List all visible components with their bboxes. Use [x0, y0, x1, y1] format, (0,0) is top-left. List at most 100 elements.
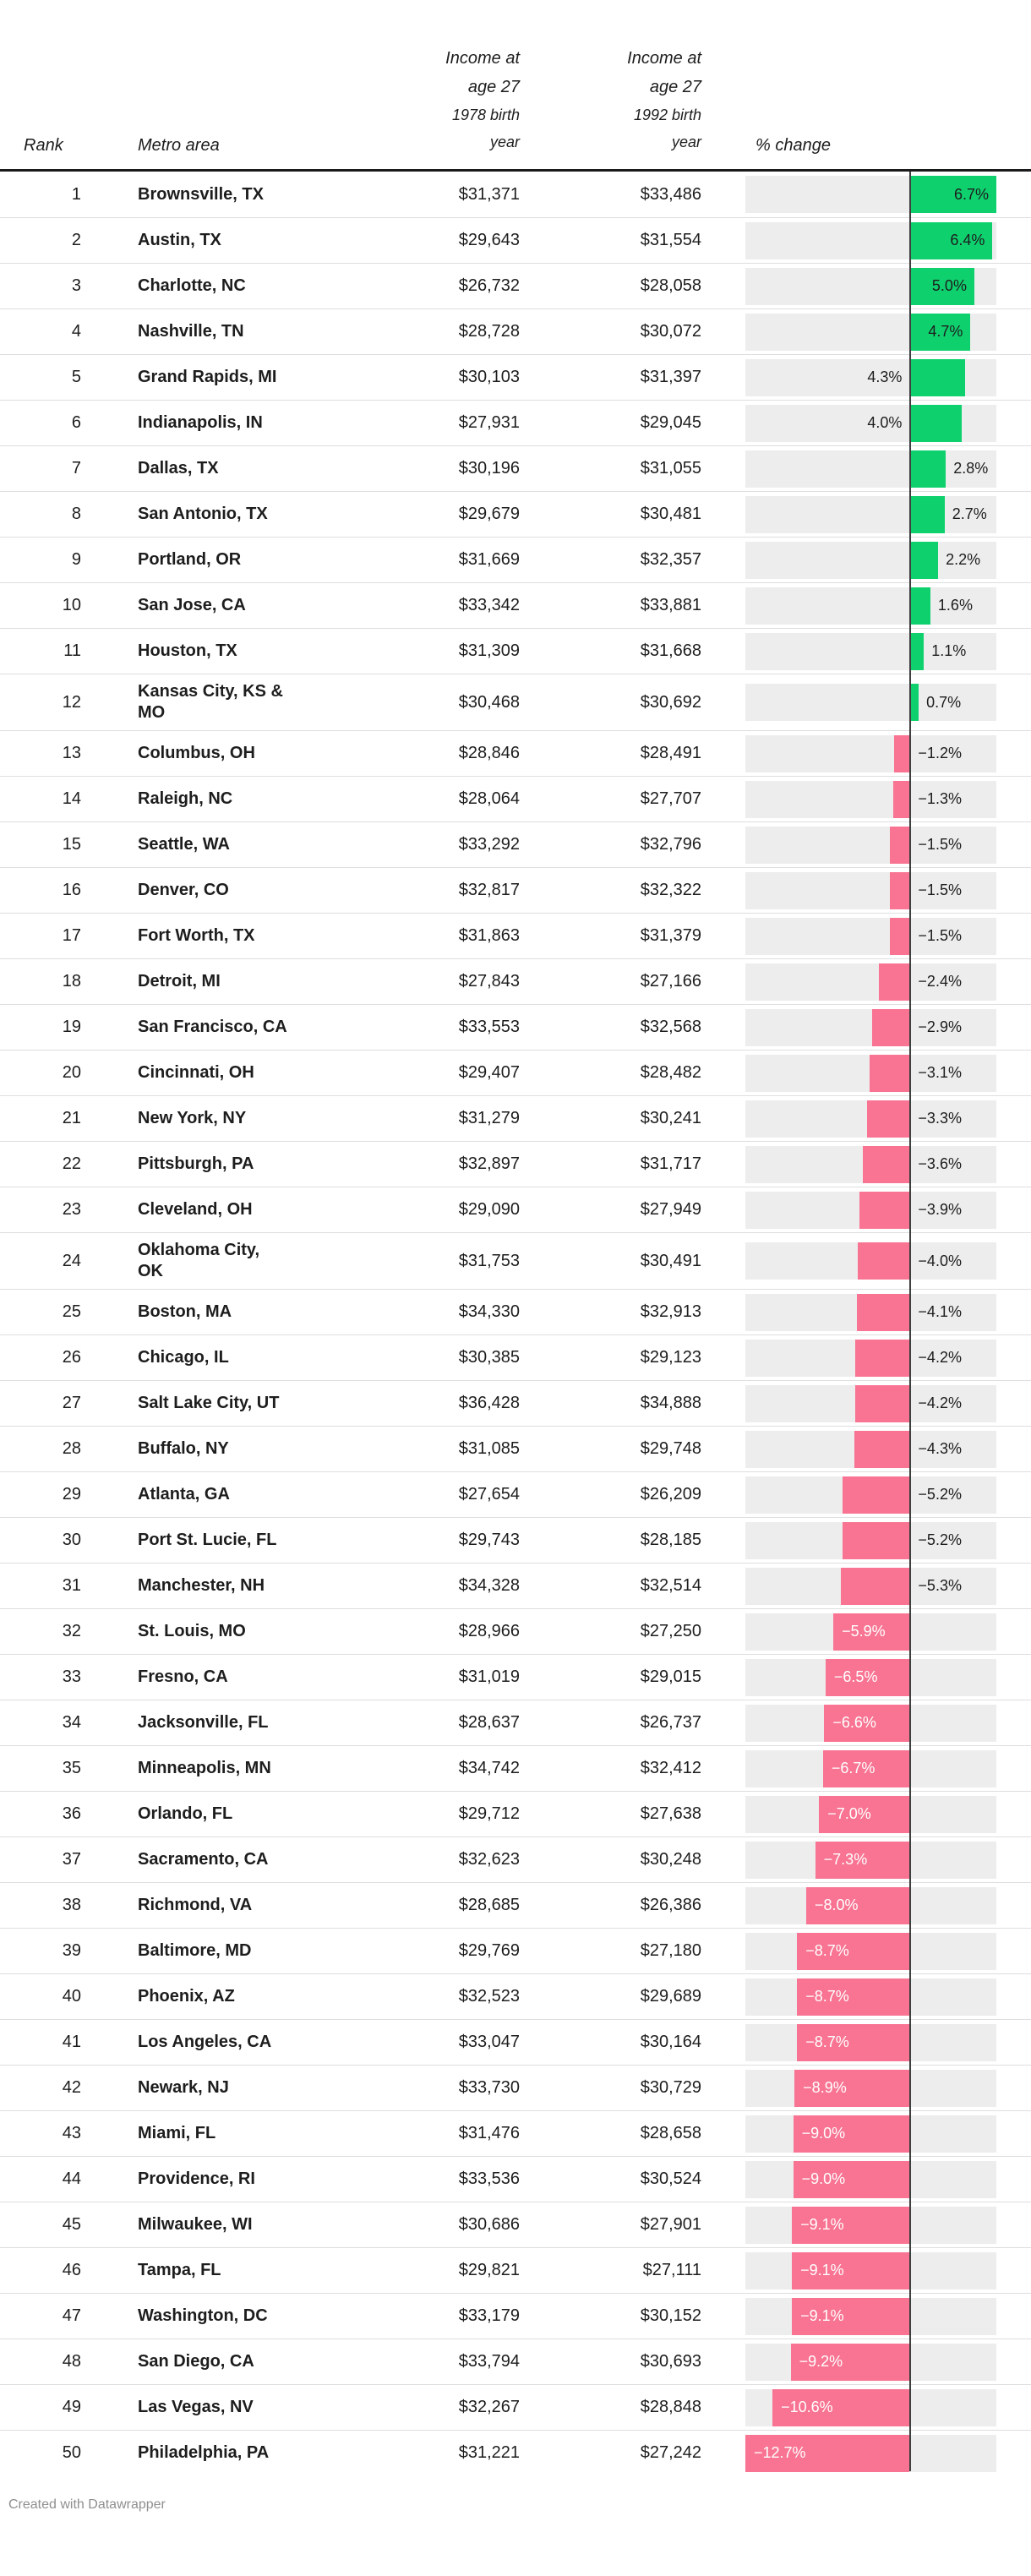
change-label: −3.1%	[918, 1064, 962, 1081]
change-bar-cell: −4.0%	[745, 1242, 996, 1280]
table-row: 16 Denver, CO $32,817 $32,322 −1.5%	[0, 867, 1031, 913]
change-label: −12.7%	[754, 2444, 806, 2461]
bar-track: −4.2%	[745, 1339, 996, 1377]
table-row: 41 Los Angeles, CA $33,047 $30,164 −8.7%	[0, 2019, 1031, 2065]
table-row: 31 Manchester, NH $34,328 $32,514 −5.3%	[0, 1563, 1031, 1608]
bar-track: −8.7%	[745, 2023, 996, 2061]
change-label: 5.0%	[931, 277, 967, 294]
rank-cell: 41	[62, 2033, 81, 2051]
rank-cell: 22	[62, 1154, 81, 1173]
table-row: 24 Oklahoma City, OK $31,753 $30,491 −4.…	[0, 1232, 1031, 1289]
metro-cell: Las Vegas, NV	[138, 2398, 254, 2416]
change-label: −1.5%	[918, 881, 962, 898]
income-1978-cell: $31,863	[458, 926, 520, 945]
change-bar	[909, 684, 919, 721]
change-bar	[878, 963, 910, 1001]
income-1978-cell: $32,623	[458, 1850, 520, 1869]
table-row: 17 Fort Worth, TX $31,863 $31,379 −1.5%	[0, 913, 1031, 958]
table-row: 30 Port St. Lucie, FL $29,743 $28,185 −5…	[0, 1517, 1031, 1563]
change-bar	[909, 313, 971, 351]
rank-cell: 40	[62, 1987, 81, 2006]
income-1978-cell: $29,743	[458, 1531, 520, 1549]
change-bar-cell: 1.1%	[745, 632, 996, 670]
table-row: 38 Richmond, VA $28,685 $26,386 −8.0%	[0, 1882, 1031, 1928]
change-bar	[869, 1054, 910, 1092]
metro-cell: Pittsburgh, PA	[138, 1154, 254, 1173]
bar-track: −6.6%	[745, 1704, 996, 1742]
bar-track: −4.2%	[745, 1384, 996, 1422]
income-1978-cell: $33,292	[458, 835, 520, 854]
bar-track: −4.0%	[745, 1242, 996, 1280]
change-bar	[797, 1932, 910, 1970]
metro-cell: St. Louis, MO	[138, 1622, 246, 1640]
change-bar	[794, 2069, 910, 2107]
income-1978-cell: $31,279	[458, 1109, 520, 1127]
rank-cell: 14	[62, 789, 81, 808]
change-bar	[854, 1430, 910, 1468]
table-row: 11 Houston, TX $31,309 $31,668 1.1%	[0, 628, 1031, 674]
change-bar-cell: 5.0%	[745, 267, 996, 305]
change-label: 2.2%	[946, 551, 981, 568]
rank-cell: 23	[62, 1200, 81, 1219]
change-bar-cell: −4.3%	[745, 1430, 996, 1468]
table-row: 39 Baltimore, MD $29,769 $27,180 −8.7%	[0, 1928, 1031, 1973]
table-row: 25 Boston, MA $34,330 $32,913 −4.1%	[0, 1289, 1031, 1334]
change-label: −6.6%	[832, 1714, 876, 1731]
income-1992-cell: $32,322	[640, 881, 701, 899]
income-1978-cell: $32,267	[458, 2398, 520, 2416]
rank-cell: 49	[62, 2398, 81, 2416]
bar-track: −1.2%	[745, 734, 996, 772]
metro-cell: Boston, MA	[138, 1302, 232, 1321]
change-bar	[855, 1339, 910, 1377]
income-1992-cell: $28,658	[640, 2124, 701, 2142]
change-bar-cell: −7.0%	[745, 1795, 996, 1833]
table-row: 6 Indianapolis, IN $27,931 $29,045 4.0%	[0, 400, 1031, 445]
change-bar	[805, 1886, 910, 1924]
income-1978-cell: $29,769	[458, 1941, 520, 1960]
change-bar	[892, 780, 910, 818]
income-1978-cell: $33,047	[458, 2033, 520, 2051]
bar-track: −8.0%	[745, 1886, 996, 1924]
change-bar-cell: −6.5%	[745, 1658, 996, 1696]
rank-cell: 42	[62, 2078, 81, 2097]
change-bar	[890, 917, 910, 955]
change-bar	[909, 267, 974, 305]
metro-cell: Minneapolis, MN	[138, 1759, 271, 1777]
income-1978-cell: $31,476	[458, 2124, 520, 2142]
bar-track: −3.9%	[745, 1191, 996, 1229]
metro-cell: Chicago, IL	[138, 1348, 229, 1367]
bar-track: 4.0%	[745, 404, 996, 442]
change-bar-cell: 6.4%	[745, 221, 996, 259]
income-1992-cell: $30,491	[640, 1251, 701, 1270]
income-1992-cell: $27,949	[640, 1200, 701, 1219]
change-bar-cell: −4.2%	[745, 1384, 996, 1422]
table-row: 40 Phoenix, AZ $32,523 $29,689 −8.7%	[0, 1973, 1031, 2019]
change-label: −4.2%	[918, 1394, 962, 1411]
change-bar	[890, 871, 910, 909]
change-bar-cell: −1.5%	[745, 871, 996, 909]
metro-cell: Charlotte, NC	[138, 276, 246, 295]
datawrapper-attribution-link[interactable]: Created with Datawrapper	[8, 2497, 166, 2512]
rank-cell: 13	[62, 744, 81, 762]
change-bar	[797, 1978, 910, 2016]
header-percent-change: % change	[756, 136, 831, 155]
bar-track: −2.4%	[745, 963, 996, 1001]
change-bar	[842, 1476, 910, 1514]
change-bar-cell: −6.7%	[745, 1749, 996, 1787]
change-bar-cell: −2.4%	[745, 963, 996, 1001]
rank-cell: 32	[62, 1622, 81, 1640]
bar-track: −1.5%	[745, 826, 996, 864]
income-1992-cell: $27,707	[640, 789, 701, 808]
change-bar-cell: −9.2%	[745, 2343, 996, 2381]
change-label: 6.7%	[953, 185, 989, 203]
change-bar	[909, 404, 962, 442]
change-label: 4.0%	[867, 414, 903, 431]
change-label: −7.3%	[823, 1851, 868, 1868]
metro-cell: Orlando, FL	[138, 1804, 233, 1823]
table-header: Rank Metro area Income at age 27 1978 bi…	[0, 0, 1031, 172]
metro-cell: Buffalo, NY	[138, 1439, 229, 1458]
change-label: −2.4%	[918, 973, 962, 990]
table-row: 5 Grand Rapids, MI $30,103 $31,397 4.3%	[0, 354, 1031, 400]
rank-cell: 27	[62, 1394, 81, 1412]
